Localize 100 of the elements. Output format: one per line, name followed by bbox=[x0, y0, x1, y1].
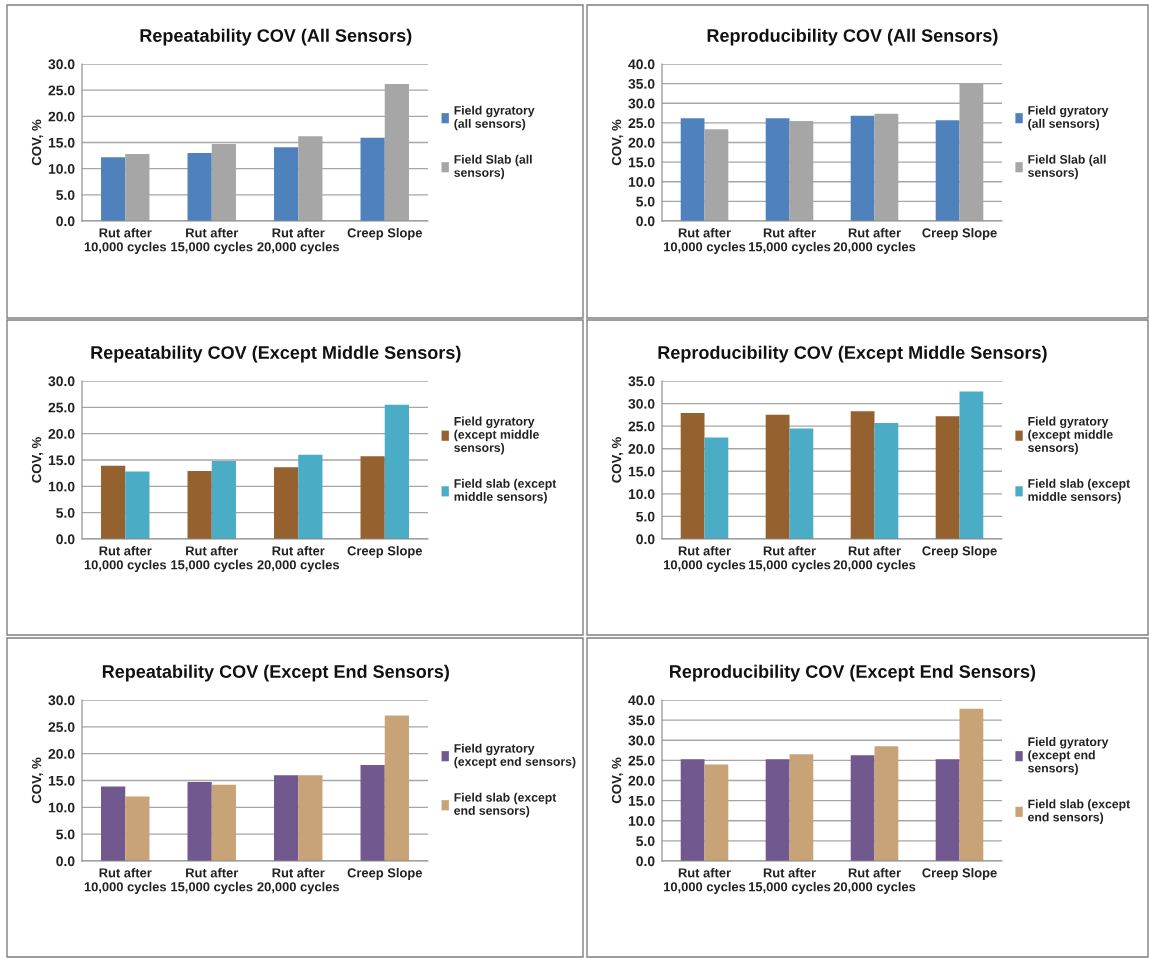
legend-label: Field Slab (all sensors) bbox=[454, 154, 532, 180]
y-tick-label: 20.0 bbox=[48, 429, 75, 439]
bar bbox=[935, 759, 960, 861]
bar bbox=[298, 775, 323, 861]
x-tick-label: Rut after 15,000 cycles bbox=[749, 867, 831, 894]
y-tick-label: 35.0 bbox=[628, 376, 655, 387]
y-tick-label: 20.0 bbox=[48, 749, 75, 759]
x-tick-label: Rut after 15,000 cycles bbox=[171, 545, 253, 572]
y-tick-label: 0.0 bbox=[56, 856, 75, 867]
legend-label: Field gyratory (except middle sensors) bbox=[1028, 416, 1113, 455]
y-tick-label: 40.0 bbox=[628, 695, 655, 706]
legend-label: Field Slab (all sensors) bbox=[1028, 154, 1106, 180]
x-tick-label: Rut after 20,000 cycles bbox=[257, 867, 340, 894]
bar bbox=[765, 759, 790, 861]
x-tick-label: Rut after 10,000 cycles bbox=[664, 545, 746, 572]
chart-title: Reproducibility COV (Except Middle Sensors) bbox=[658, 345, 1047, 363]
y-axis-title: COV, % bbox=[31, 119, 44, 166]
y-tick-label: 15.0 bbox=[48, 775, 75, 786]
y-tick-label: 30.0 bbox=[628, 735, 655, 746]
x-tick-label: Rut after 15,000 cycles bbox=[749, 545, 831, 572]
bar bbox=[187, 782, 212, 861]
bar bbox=[125, 796, 150, 861]
x-tick-label: Rut after 10,000 cycles bbox=[664, 867, 746, 894]
x-tick-label: Rut after 15,000 cycles bbox=[171, 867, 253, 894]
bar bbox=[680, 118, 705, 221]
chart-title: Reproducibility COV (All Sensors) bbox=[707, 28, 998, 46]
bar bbox=[360, 456, 385, 539]
bar bbox=[274, 147, 299, 221]
x-tick-label: Rut after 15,000 cycles bbox=[749, 227, 831, 254]
legend-label: Field gyratory (except end sensors) bbox=[1028, 737, 1109, 775]
y-tick-label: 30.0 bbox=[48, 376, 75, 387]
y-tick-label: 0.0 bbox=[56, 216, 75, 227]
y-axis-title: COV, % bbox=[31, 437, 44, 483]
y-axis-title: COV, % bbox=[31, 757, 44, 804]
bar bbox=[704, 437, 729, 539]
bar bbox=[704, 764, 729, 861]
chart-title: Repeatability COV (All Sensors) bbox=[140, 28, 412, 46]
x-tick-label: Rut after 20,000 cycles bbox=[833, 545, 916, 572]
y-tick-label: 20.0 bbox=[48, 111, 75, 122]
legend-label: Field gyratory (except end sensors) bbox=[454, 743, 576, 769]
y-tick-label: 5.0 bbox=[636, 196, 655, 207]
y-tick-label: 25.0 bbox=[628, 755, 655, 766]
bar bbox=[874, 746, 899, 861]
bar bbox=[935, 120, 960, 221]
bar bbox=[959, 391, 984, 539]
bar bbox=[874, 422, 899, 539]
legend-label: Field gyratory (all sensors) bbox=[1028, 105, 1109, 131]
bar bbox=[101, 465, 126, 539]
y-axis-title: COV, % bbox=[611, 437, 624, 483]
x-tick-label: Rut after 10,000 cycles bbox=[84, 545, 167, 572]
y-tick-label: 35.0 bbox=[628, 715, 655, 726]
y-tick-label: 15.0 bbox=[628, 795, 655, 806]
bar bbox=[101, 157, 126, 221]
legend-label: Field slab (except middle sensors) bbox=[1028, 478, 1131, 504]
bar bbox=[789, 428, 814, 539]
bar bbox=[101, 786, 126, 861]
bar bbox=[765, 414, 790, 539]
bar bbox=[680, 413, 705, 539]
bar bbox=[850, 115, 875, 221]
x-tick-label: Creep Slope bbox=[922, 227, 997, 240]
x-tick-label: Rut after 15,000 cycles bbox=[171, 227, 253, 254]
legend-label: Field slab (except end sensors) bbox=[454, 792, 557, 818]
bar bbox=[125, 471, 150, 539]
y-tick-label: 25.0 bbox=[48, 722, 75, 732]
bar bbox=[959, 708, 984, 861]
bar bbox=[298, 454, 323, 539]
y-tick-label: 5.0 bbox=[636, 511, 655, 522]
x-tick-label: Creep Slope bbox=[347, 545, 422, 558]
bar bbox=[211, 784, 236, 861]
x-tick-label: Creep Slope bbox=[347, 227, 422, 240]
y-tick-label: 40.0 bbox=[628, 59, 655, 70]
legend-label: Field gyratory (except middle sensors) bbox=[454, 416, 539, 455]
bar bbox=[211, 461, 236, 539]
y-tick-label: 25.0 bbox=[628, 118, 655, 129]
x-tick-label: Rut after 10,000 cycles bbox=[664, 227, 746, 254]
x-tick-label: Rut after 20,000 cycles bbox=[833, 867, 916, 894]
x-tick-label: Rut after 20,000 cycles bbox=[257, 227, 340, 254]
y-tick-label: 10.0 bbox=[48, 802, 75, 813]
bar bbox=[274, 467, 299, 539]
y-tick-label: 15.0 bbox=[628, 157, 655, 168]
chart-title: Repeatability COV (Except Middle Sensors) bbox=[91, 345, 461, 363]
x-tick-label: Rut after 20,000 cycles bbox=[257, 545, 340, 572]
y-tick-label: 25.0 bbox=[48, 402, 75, 413]
y-tick-label: 25.0 bbox=[48, 85, 75, 96]
y-tick-label: 30.0 bbox=[48, 59, 75, 70]
bar bbox=[680, 759, 705, 861]
y-tick-label: 30.0 bbox=[628, 398, 655, 409]
bar bbox=[187, 471, 212, 539]
y-tick-label: 5.0 bbox=[636, 836, 655, 847]
y-tick-label: 15.0 bbox=[48, 137, 75, 148]
y-tick-label: 35.0 bbox=[628, 78, 655, 89]
x-tick-label: Rut after 10,000 cycles bbox=[84, 867, 167, 894]
x-tick-label: Creep Slope bbox=[347, 867, 422, 880]
legend-label: Field slab (except middle sensors) bbox=[454, 478, 557, 504]
legend-label: Field gyratory (all sensors) bbox=[454, 105, 535, 131]
y-tick-label: 0.0 bbox=[636, 216, 655, 227]
bar bbox=[384, 404, 409, 539]
bar bbox=[384, 715, 409, 861]
x-tick-label: Rut after 20,000 cycles bbox=[833, 227, 916, 254]
bar bbox=[187, 152, 212, 221]
